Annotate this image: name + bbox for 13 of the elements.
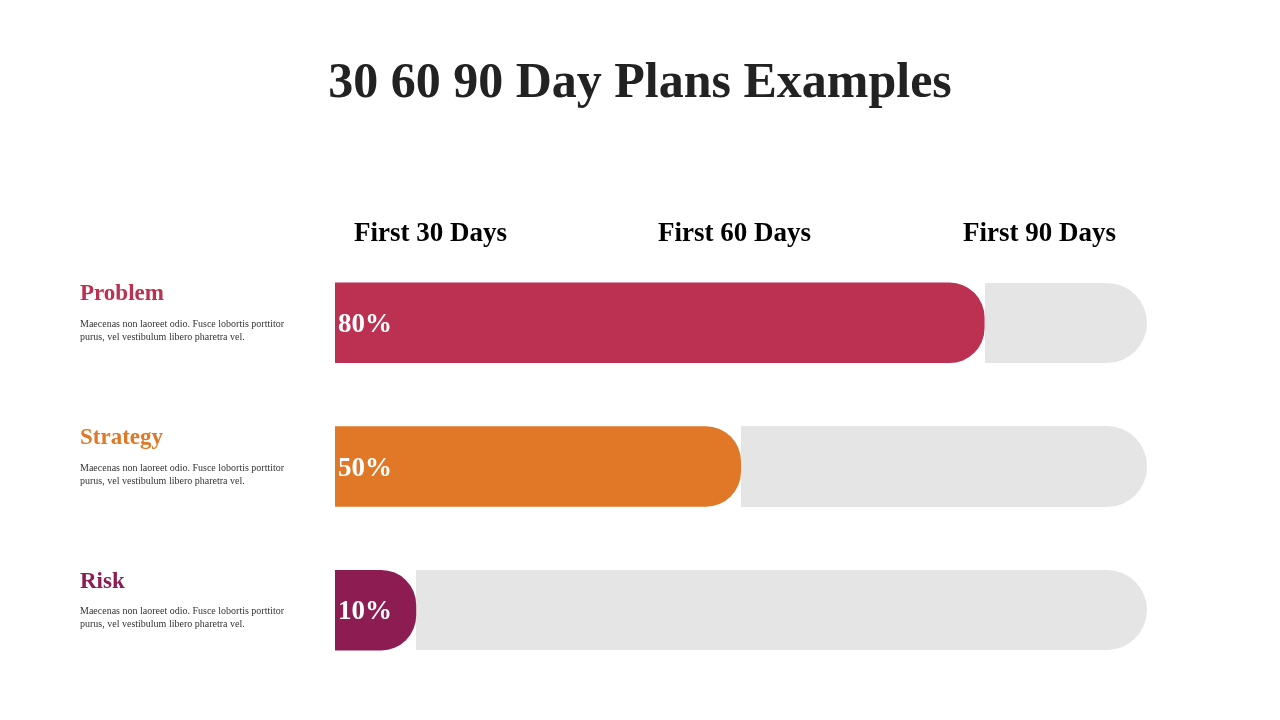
annotation: First 90 Days <box>963 217 1116 247</box>
chart-title: 30 60 90 Day Plans Examples <box>328 51 952 108</box>
annotation: First 30 Days <box>354 217 507 247</box>
y-tick-label: Problem <box>80 280 164 305</box>
text: Maecenas non laoreet odio. Fusce lobortis porttitor purus, vel vestibulum libero pharetra vel. <box>80 462 285 486</box>
data-label: 80% <box>338 307 392 338</box>
data-label: 50% <box>338 451 392 482</box>
text: Maecenas non laoreet odio. Fusce lobortis porttitor purus, vel vestibulum libero pharetra vel. <box>80 318 285 342</box>
annotation: First 60 Days <box>658 217 811 247</box>
data-label: 10% <box>338 595 392 626</box>
y-tick-label: Strategy <box>80 424 164 449</box>
text: Maecenas non laoreet odio. Fusce lobortis porttitor purus, vel vestibulum libero pharetra vel. <box>80 605 285 629</box>
y-tick-label: Risk <box>80 568 125 593</box>
